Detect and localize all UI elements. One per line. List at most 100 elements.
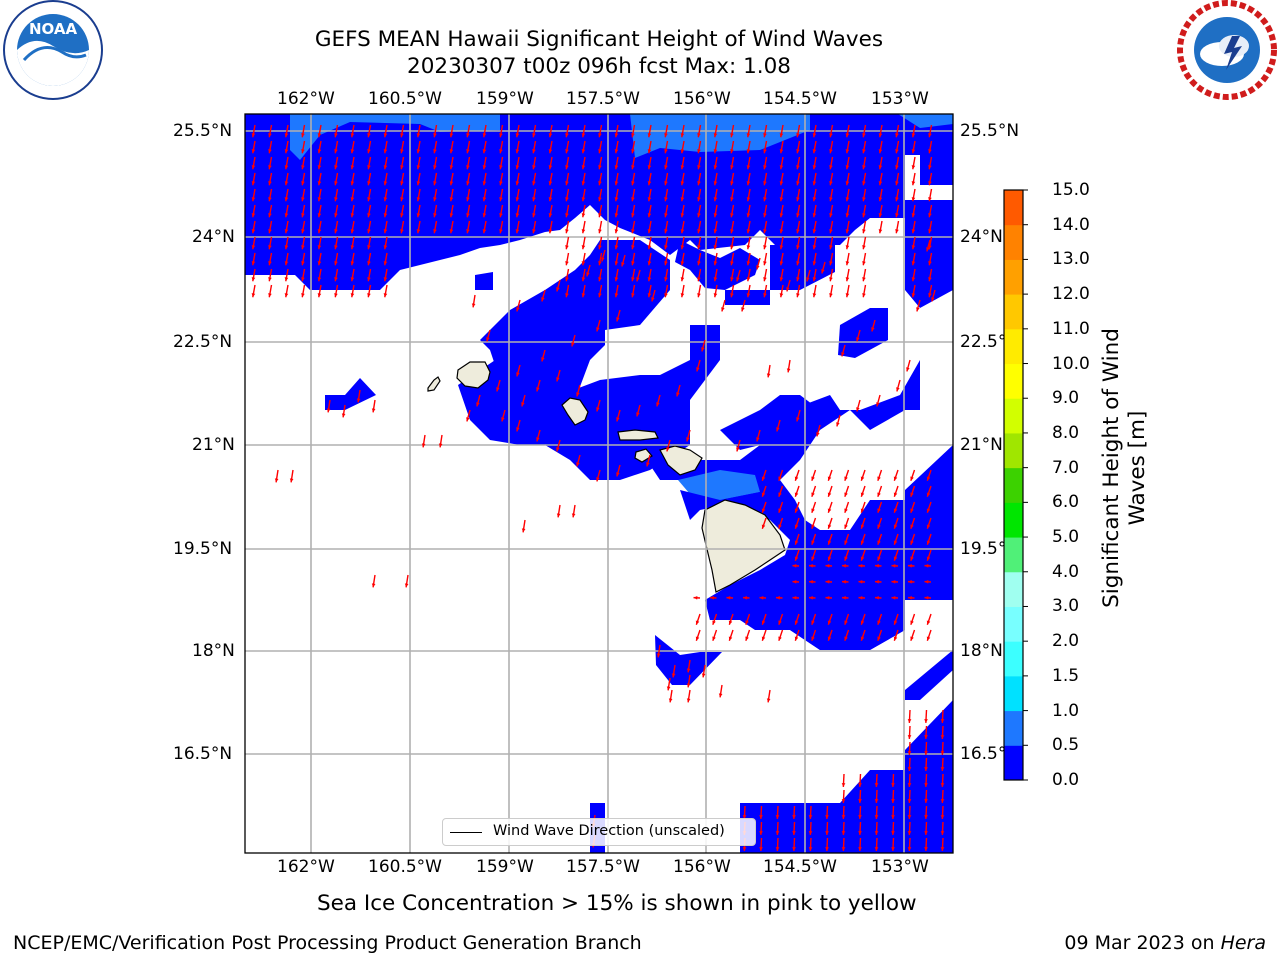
colorbar-tick-label: 0.0 (1052, 770, 1080, 790)
wind-wave-arrow (268, 124, 273, 138)
wind-wave-arrow (664, 140, 669, 154)
wind-wave-arrow (268, 236, 273, 250)
wind-wave-arrow (928, 284, 933, 298)
wind-wave-arrow (728, 629, 734, 641)
wind-wave-arrow (631, 124, 636, 138)
wind-wave-arrow (367, 204, 372, 218)
wind-wave-arrow (845, 188, 850, 202)
wind-wave-arrow (383, 188, 388, 202)
lat-tick-right-1: 25.5°N (960, 121, 1020, 141)
wind-wave-arrow (301, 284, 306, 298)
wind-wave-arrow (862, 140, 867, 154)
wind-wave-arrow (581, 236, 586, 250)
wind-wave-arrow (482, 124, 487, 138)
wind-wave-arrow (664, 252, 669, 266)
wind-wave-arrow (910, 485, 916, 497)
wind-wave-arrow (621, 254, 626, 267)
wind-wave-arrow (891, 789, 895, 803)
wind-wave-arrow (829, 172, 834, 186)
wind-wave-arrow (862, 188, 867, 202)
wind-wave-arrow (907, 596, 915, 600)
wind-wave-arrow (636, 404, 641, 417)
wind-wave-arrow (614, 284, 619, 298)
wind-wave-arrow (712, 629, 718, 641)
wind-wave-arrow (896, 379, 901, 392)
colorbar-segment (1004, 224, 1023, 260)
wind-wave-arrow (317, 188, 322, 202)
wind-wave-arrow (860, 517, 866, 529)
lat-tick-left-2: 24°N (192, 227, 235, 247)
wind-wave-arrow (334, 124, 339, 138)
wind-wave-arrow (680, 124, 685, 138)
wind-wave-arrow (891, 773, 895, 787)
wind-wave-arrow (858, 580, 866, 584)
wind-wave-arrow (449, 172, 454, 186)
wind-wave-arrow (786, 279, 791, 292)
colorbar-tick-label: 11.0 (1052, 318, 1090, 339)
wind-wave-arrow (721, 299, 726, 312)
wind-wave-arrow (841, 837, 846, 851)
wind-wave-arrow (449, 140, 454, 154)
wind-wave-arrow (631, 204, 636, 218)
wind-wave-arrow (515, 140, 520, 154)
wind-wave-arrow (548, 188, 553, 202)
wind-wave-arrow (284, 156, 289, 170)
wind-wave-arrow (350, 188, 355, 202)
wind-wave-arrow (856, 329, 861, 342)
wind-wave-arrow (730, 140, 735, 154)
wind-wave-arrow (796, 268, 801, 282)
colorbar-tick-label: 15.0 (1052, 180, 1090, 200)
wind-wave-arrow (268, 140, 273, 154)
wind-wave-arrow (844, 533, 850, 545)
wind-wave-arrow (383, 236, 388, 250)
wind-wave-arrow (730, 204, 735, 218)
wind-wave-arrow (778, 469, 784, 481)
wind-wave-arrow (756, 429, 761, 442)
wind-wave-arrow (891, 580, 899, 584)
wind-wave-arrow (779, 140, 784, 154)
wind-wave-arrow (647, 268, 652, 282)
colorbar-segments (1004, 190, 1023, 781)
wind-wave-arrow (576, 384, 581, 397)
wind-wave-arrow (476, 394, 481, 407)
wind-wave-arrow (251, 156, 256, 170)
wind-wave-arrow (647, 124, 652, 138)
wind-wave-arrow (763, 252, 768, 266)
island-kauai (456, 361, 491, 389)
wind-wave-arrow (565, 220, 570, 234)
wind-wave-arrow (701, 339, 706, 352)
wind-wave-arrow (596, 399, 601, 412)
wind-wave-arrow (709, 596, 717, 600)
wind-wave-arrow (614, 172, 619, 186)
wind-wave-arrow (664, 268, 669, 282)
wind-wave-arrow (581, 156, 586, 170)
wind-wave-arrow (416, 156, 421, 170)
wind-wave-arrow (926, 629, 932, 641)
wind-wave-arrow (416, 220, 421, 234)
wind-wave-arrow (924, 564, 932, 568)
wind-wave-arrow (924, 709, 928, 723)
colorbar-segment (1004, 363, 1023, 399)
wind-wave-arrow (796, 220, 801, 234)
wind-wave-arrow (907, 757, 912, 771)
wind-wave-arrow (433, 140, 438, 154)
wind-wave-arrow (596, 319, 601, 332)
wind-wave-arrow (350, 252, 355, 266)
wind-wave-arrow (400, 140, 405, 154)
wind-wave-arrow (745, 613, 751, 625)
wind-wave-arrow (541, 289, 546, 302)
wind-wave-arrow (858, 773, 862, 787)
wind-wave-arrow (746, 124, 751, 138)
wind-wave-arrow (664, 188, 669, 202)
wind-wave-arrow (924, 725, 928, 739)
wind-wave-arrow (713, 268, 718, 282)
wind-wave-arrow (697, 220, 702, 234)
wind-wave-arrow (736, 269, 741, 282)
wind-wave-arrow (284, 188, 289, 202)
wind-wave-arrow (910, 613, 916, 625)
wind-wave-arrow (631, 236, 636, 250)
wind-wave-arrow (532, 124, 537, 138)
wind-wave-arrow (334, 268, 339, 282)
wind-wave-arrow (926, 613, 932, 625)
wind-wave-arrow (841, 789, 846, 803)
